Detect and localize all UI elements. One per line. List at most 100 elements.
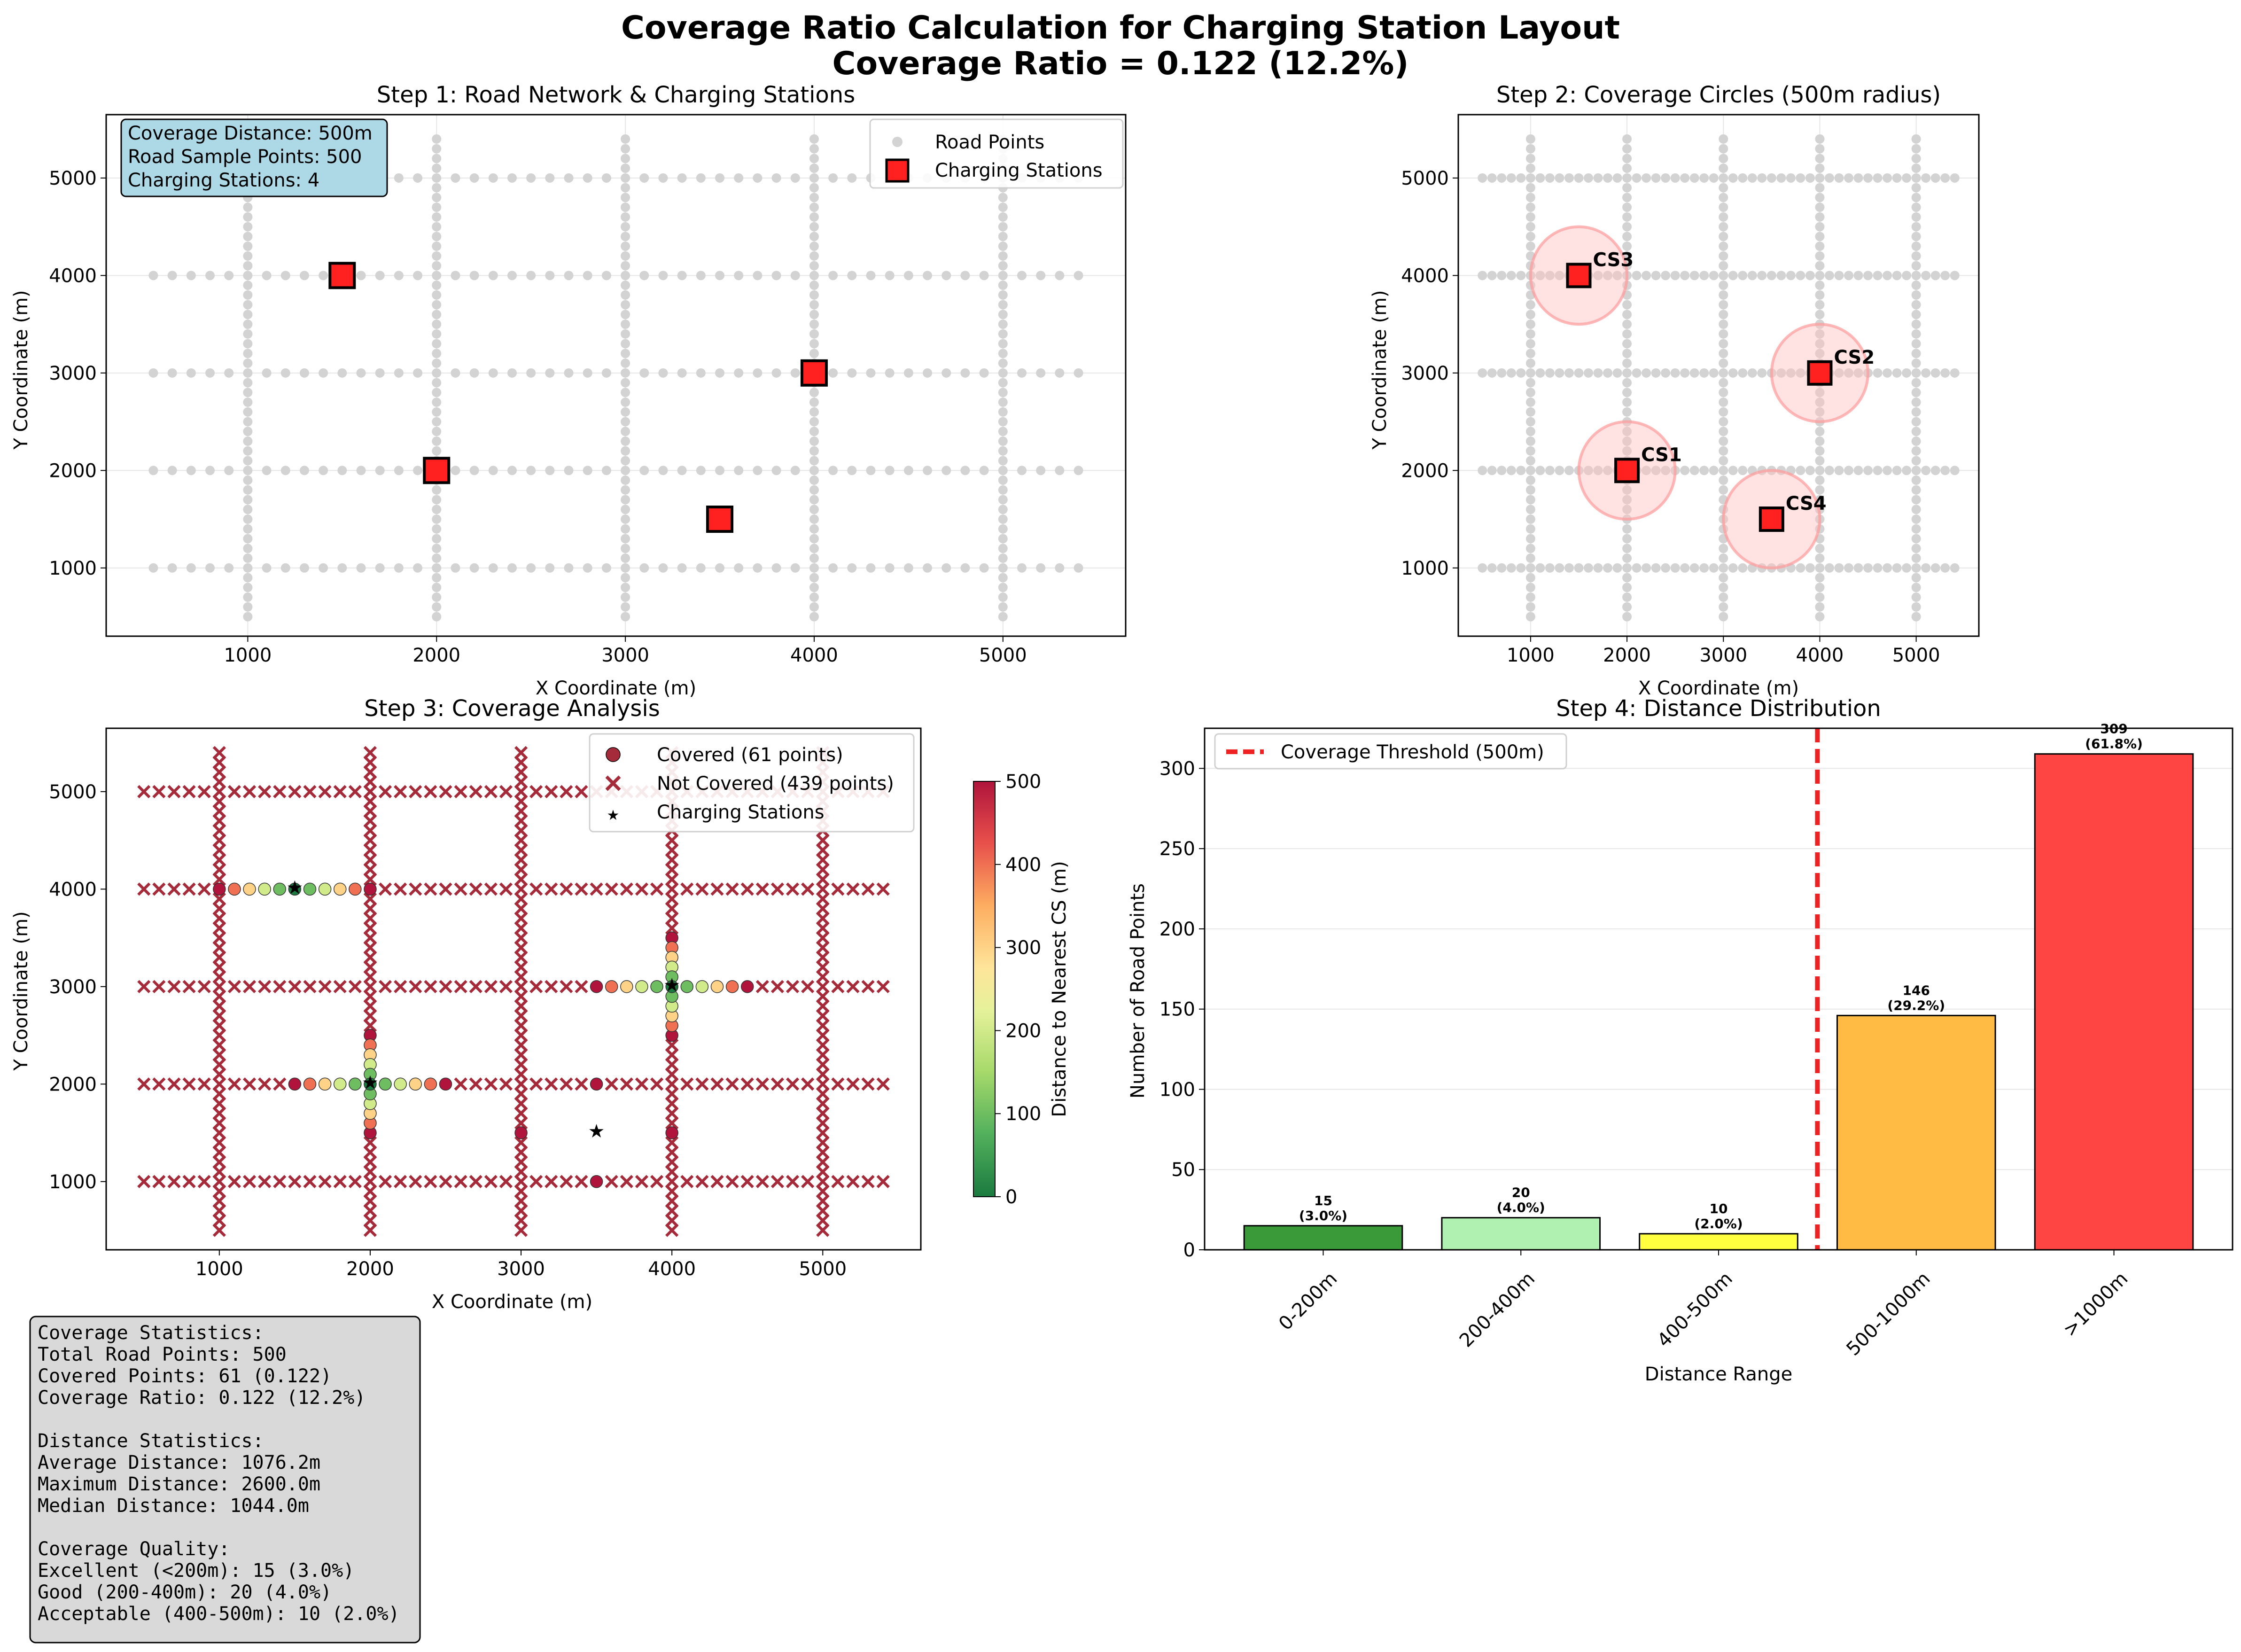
not-covered-point xyxy=(318,785,332,798)
road-point xyxy=(1815,397,1825,407)
road-point xyxy=(1911,544,1921,553)
not-covered-point xyxy=(816,863,830,876)
not-covered-point xyxy=(152,1175,166,1188)
not-covered-point xyxy=(786,980,800,993)
x-stroke xyxy=(695,882,709,896)
covered-point xyxy=(695,980,709,993)
road-point xyxy=(1699,271,1709,281)
covered-point xyxy=(635,980,648,993)
x-stroke xyxy=(861,1077,875,1091)
road-point xyxy=(998,602,1008,612)
road-point xyxy=(432,592,442,602)
not-covered-point xyxy=(514,1048,528,1062)
not-covered-point xyxy=(605,882,618,896)
not-covered-point xyxy=(846,980,860,993)
road-point xyxy=(1930,466,1940,475)
not-covered-point xyxy=(212,980,226,993)
road-point xyxy=(1622,388,1632,397)
road-point xyxy=(1584,368,1593,378)
road-point xyxy=(1883,466,1892,475)
road-point xyxy=(224,368,234,378)
x-stroke xyxy=(363,1194,377,1208)
x-stroke xyxy=(363,814,377,828)
road-point xyxy=(1911,261,1921,271)
x-stroke xyxy=(363,1019,377,1032)
not-covered-point xyxy=(227,785,241,798)
not-covered-point xyxy=(816,931,830,945)
x-stroke xyxy=(303,980,317,993)
road-point xyxy=(545,466,555,475)
road-point xyxy=(809,573,819,583)
road-point xyxy=(1506,173,1516,183)
not-covered-point xyxy=(469,980,482,993)
road-point xyxy=(1747,271,1757,281)
road-point xyxy=(205,563,215,573)
road-point xyxy=(1525,456,1535,466)
x-stroke xyxy=(363,970,377,984)
road-point xyxy=(1719,602,1728,612)
road-point xyxy=(1622,134,1632,144)
road-point xyxy=(280,368,290,378)
x-stroke xyxy=(514,970,528,984)
road-point xyxy=(469,563,479,573)
road-point xyxy=(243,281,253,290)
road-point xyxy=(847,271,857,281)
road-point xyxy=(621,495,630,505)
road-point xyxy=(809,436,819,446)
road-point xyxy=(1525,602,1535,612)
road-point xyxy=(1815,388,1825,397)
not-covered-point xyxy=(514,1194,528,1208)
road-point xyxy=(809,592,819,602)
road-point xyxy=(1622,505,1632,514)
road-point xyxy=(1555,173,1564,183)
road-point xyxy=(790,563,800,573)
road-point xyxy=(299,466,309,475)
not-covered-point xyxy=(514,999,528,1013)
x-stroke xyxy=(560,882,573,896)
not-covered-point xyxy=(665,853,679,867)
road-point xyxy=(1940,271,1950,281)
not-covered-point xyxy=(665,1136,679,1149)
road-point xyxy=(621,514,630,524)
x-stroke xyxy=(514,941,528,954)
road-point xyxy=(1719,251,1728,261)
not-covered-point xyxy=(454,882,467,896)
not-covered-point xyxy=(665,1116,679,1130)
road-point xyxy=(1815,339,1825,349)
road-point xyxy=(1815,261,1825,271)
road-point xyxy=(243,212,253,222)
x-stroke xyxy=(560,980,573,993)
road-point xyxy=(394,466,404,475)
x-stroke xyxy=(499,882,513,896)
road-point xyxy=(1719,446,1728,456)
x-stroke xyxy=(680,1077,694,1091)
road-point xyxy=(1622,446,1632,456)
not-covered-point xyxy=(212,1184,226,1198)
not-covered-point xyxy=(665,921,679,935)
road-point xyxy=(1525,134,1535,144)
not-covered-point xyxy=(212,941,226,954)
x-stroke xyxy=(227,980,241,993)
road-point xyxy=(1478,271,1487,281)
road-point xyxy=(1525,612,1535,622)
not-covered-point xyxy=(514,1184,528,1198)
road-point xyxy=(432,271,442,281)
road-point xyxy=(1525,436,1535,446)
road-point xyxy=(1815,573,1825,583)
road-point xyxy=(1622,495,1632,505)
station-label: CS4 xyxy=(1786,493,1827,514)
road-point xyxy=(243,310,253,319)
x-stroke xyxy=(212,1009,226,1023)
not-covered-point xyxy=(545,980,558,993)
x-stroke xyxy=(363,1165,377,1179)
road-point xyxy=(564,173,574,183)
not-covered-point xyxy=(816,1038,830,1052)
not-covered-point xyxy=(363,980,377,993)
road-point xyxy=(998,310,1008,319)
road-point xyxy=(1622,563,1632,573)
road-point xyxy=(1478,466,1487,475)
road-point xyxy=(1719,310,1728,319)
road-point xyxy=(1815,203,1825,212)
covered-point xyxy=(409,1077,422,1091)
panel3-xtick-label: 1000 xyxy=(195,1258,243,1280)
